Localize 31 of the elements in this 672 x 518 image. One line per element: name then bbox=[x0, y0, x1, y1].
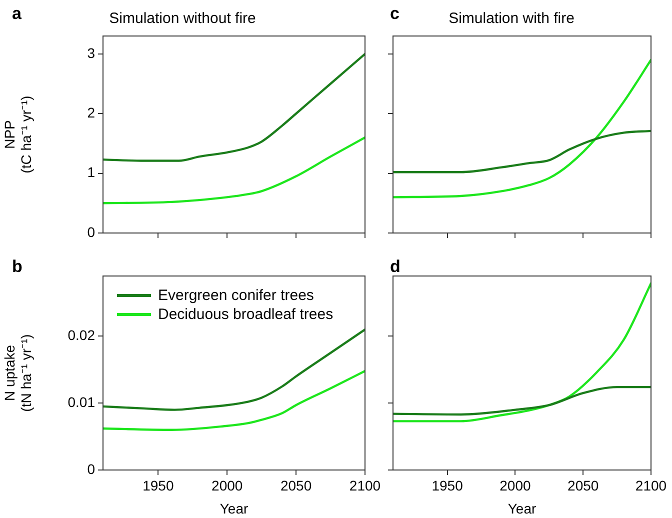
chart-title: Simulation without fire bbox=[109, 10, 256, 28]
x-tick-label: 2050 bbox=[280, 477, 312, 494]
x-tick-label: 1950 bbox=[142, 477, 174, 494]
y-tick-label: 0 bbox=[87, 460, 96, 477]
x-tick-label: 2100 bbox=[635, 477, 667, 494]
x-tick-label: 2000 bbox=[500, 477, 531, 494]
text: a bbox=[12, 4, 22, 24]
legend-label: Deciduous broadleaf trees bbox=[158, 305, 334, 324]
y-tick-label: 0.01 bbox=[68, 394, 96, 410]
annotation: d bbox=[390, 257, 400, 276]
x-tick-label: 1950 bbox=[432, 477, 464, 494]
line-series bbox=[103, 370, 365, 431]
line-series bbox=[103, 52, 365, 162]
y-tick-label: 1 bbox=[87, 164, 96, 180]
y-axis-title: N uptake (tN ha⁻¹ yr⁻¹) bbox=[1, 334, 34, 412]
text: b bbox=[12, 257, 22, 276]
y-tick-label: 0.02 bbox=[68, 327, 96, 344]
y-tick-label: 2 bbox=[87, 104, 96, 120]
y-tick-label: 0 bbox=[87, 224, 96, 240]
x-axis-title: Year bbox=[508, 500, 536, 516]
x-axis-title: Year bbox=[220, 500, 248, 516]
x-tick-label: 2000 bbox=[212, 477, 243, 494]
x-tick-label: 2050 bbox=[568, 477, 599, 494]
line-series bbox=[103, 136, 365, 204]
chart-title: Simulation with fire bbox=[448, 10, 574, 28]
line-series bbox=[103, 328, 365, 411]
y-axis-title: NPP (tC ha⁻¹ yr⁻¹) bbox=[1, 96, 34, 174]
y-tick-label: 3 bbox=[87, 44, 96, 61]
legend-label: Evergreen conifer trees bbox=[158, 286, 314, 305]
text: c bbox=[390, 4, 400, 24]
x-tick-label: 2100 bbox=[349, 477, 381, 494]
